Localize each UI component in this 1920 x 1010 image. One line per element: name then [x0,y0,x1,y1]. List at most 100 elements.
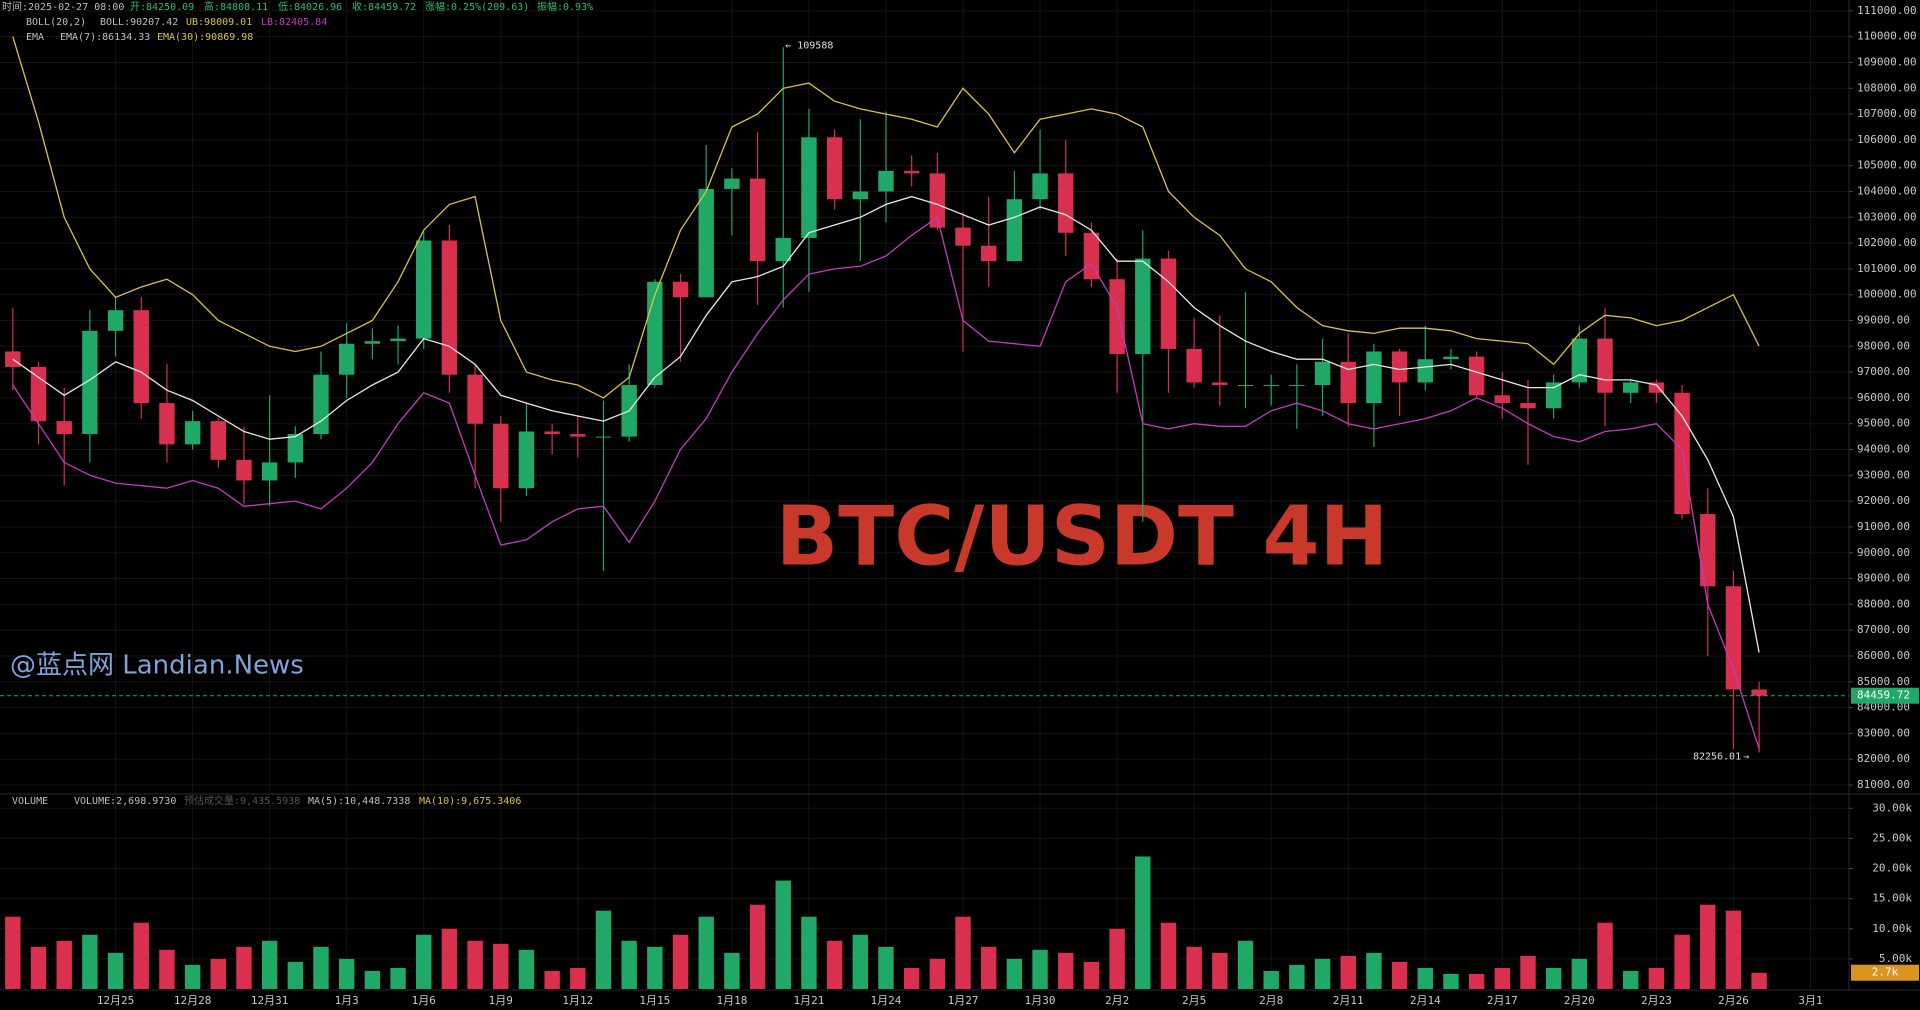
volume-bar [698,916,714,989]
volume-bar [544,970,560,989]
candle-body [1648,382,1665,393]
y-tick-label: 82000.00 [1857,752,1910,765]
volume-label[interactable]: VOLUME [12,796,48,807]
candle-body [801,137,817,238]
volume-bar [364,970,381,989]
volume-bar [1391,961,1408,989]
volume-bar [826,940,843,989]
y-tick-label: 96000.00 [1857,391,1910,404]
candle-body [210,421,226,460]
y-tick-label: 105000.00 [1857,159,1917,172]
candle-body [955,227,971,246]
y-tick-label: 91000.00 [1857,520,1910,533]
volume-bar [980,946,997,989]
candle-body [929,173,946,228]
volume-bar [852,934,869,989]
candle-body [1545,382,1562,409]
low-annotation-arrow: → [1743,752,1749,763]
volume-bar [1443,973,1459,989]
candle-body [775,237,791,262]
candle-body [647,281,663,386]
y-tick-label: 92000.00 [1857,494,1910,507]
info-open: 开:84250.09 [130,2,194,13]
volume-bar [647,946,663,989]
volume-bar [595,910,612,989]
volume-tick-label: 25.00k [1872,831,1912,844]
volume-bar [493,943,509,989]
volume-bar [82,934,98,989]
y-tick-label: 86000.00 [1857,649,1910,662]
boll-ub: UB:98009.01 [186,17,252,28]
high-annotation: 109588 [797,40,833,51]
x-tick-label: 1月24 [871,994,902,1007]
volume-bar [929,958,946,989]
volume-bar [1366,952,1382,989]
candle-body [56,421,72,435]
y-tick-label: 104000.00 [1857,184,1917,197]
candle-body [1391,351,1408,383]
indicator-line [12,216,1760,749]
candle-body [1700,514,1716,587]
y-tick-label: 87000.00 [1857,623,1910,636]
candle-body [749,178,766,262]
candle-body [1135,258,1151,355]
volume-bar [570,967,586,989]
volume-bar [801,916,817,989]
volume-bar [5,916,21,989]
info-time: 时间:2025-02-27 08:00 [2,0,124,13]
y-tick-label: 88000.00 [1857,597,1910,610]
volume-bar [1674,934,1690,989]
candle-body [852,191,869,200]
volume-bar [1417,967,1433,989]
volume-bar [467,940,483,989]
volume-bar [1032,949,1048,989]
volume-bar [749,904,766,989]
y-tick-label: 101000.00 [1857,262,1917,275]
x-tick-label: 1月6 [412,994,436,1007]
ema-label[interactable]: EMA [26,32,44,43]
candle-body [1263,385,1279,387]
candle-body [1160,258,1177,349]
last-price-label: 84459.72 [1857,689,1910,702]
candle-body [467,374,483,424]
y-tick-label: 83000.00 [1857,726,1910,739]
high-annotation-arrow: ← [785,40,791,51]
x-tick-label: 2月26 [1718,994,1749,1007]
y-tick-label: 84000.00 [1857,701,1910,714]
volume-tick-label: 10.00k [1872,922,1912,935]
volume-bar [1135,856,1151,989]
y-tick-label: 109000.00 [1857,55,1917,68]
volume-current-box [1851,964,1919,981]
candle-body [1006,199,1023,262]
volume-bar [903,967,920,989]
volume-bar [518,949,535,989]
volume-bar [261,940,278,989]
candle-body [878,170,894,192]
candle-body [1725,586,1742,690]
boll-label[interactable]: BOLL(20,2) [26,17,86,28]
volume-bar [1083,961,1100,989]
volume-bar [184,964,201,989]
volume-bar [441,928,458,989]
volume-bar [1571,958,1588,989]
volume-bar [1520,955,1536,989]
volume-tick-label: 15.00k [1872,892,1912,905]
x-tick-label: 1月27 [948,994,979,1007]
y-tick-label: 102000.00 [1857,236,1917,249]
candle-body [1571,338,1588,383]
candle-body [441,240,458,375]
volume-bar [236,946,252,989]
candle-body [1340,361,1356,404]
volume-estimate: 预估成交量:9,435.5938 [184,794,300,807]
y-tick-label: 103000.00 [1857,210,1917,223]
candle-body [518,431,535,489]
candle-body [1289,385,1305,387]
volume-bar [1340,955,1356,989]
info-change: 涨幅:0.25%(209.63) [425,0,529,13]
candle-body [30,366,47,422]
volume-bar [30,946,47,989]
volume-bar [1263,970,1279,989]
volume-bar [1623,970,1639,989]
y-tick-label: 110000.00 [1857,30,1917,43]
candle-body [390,338,406,342]
